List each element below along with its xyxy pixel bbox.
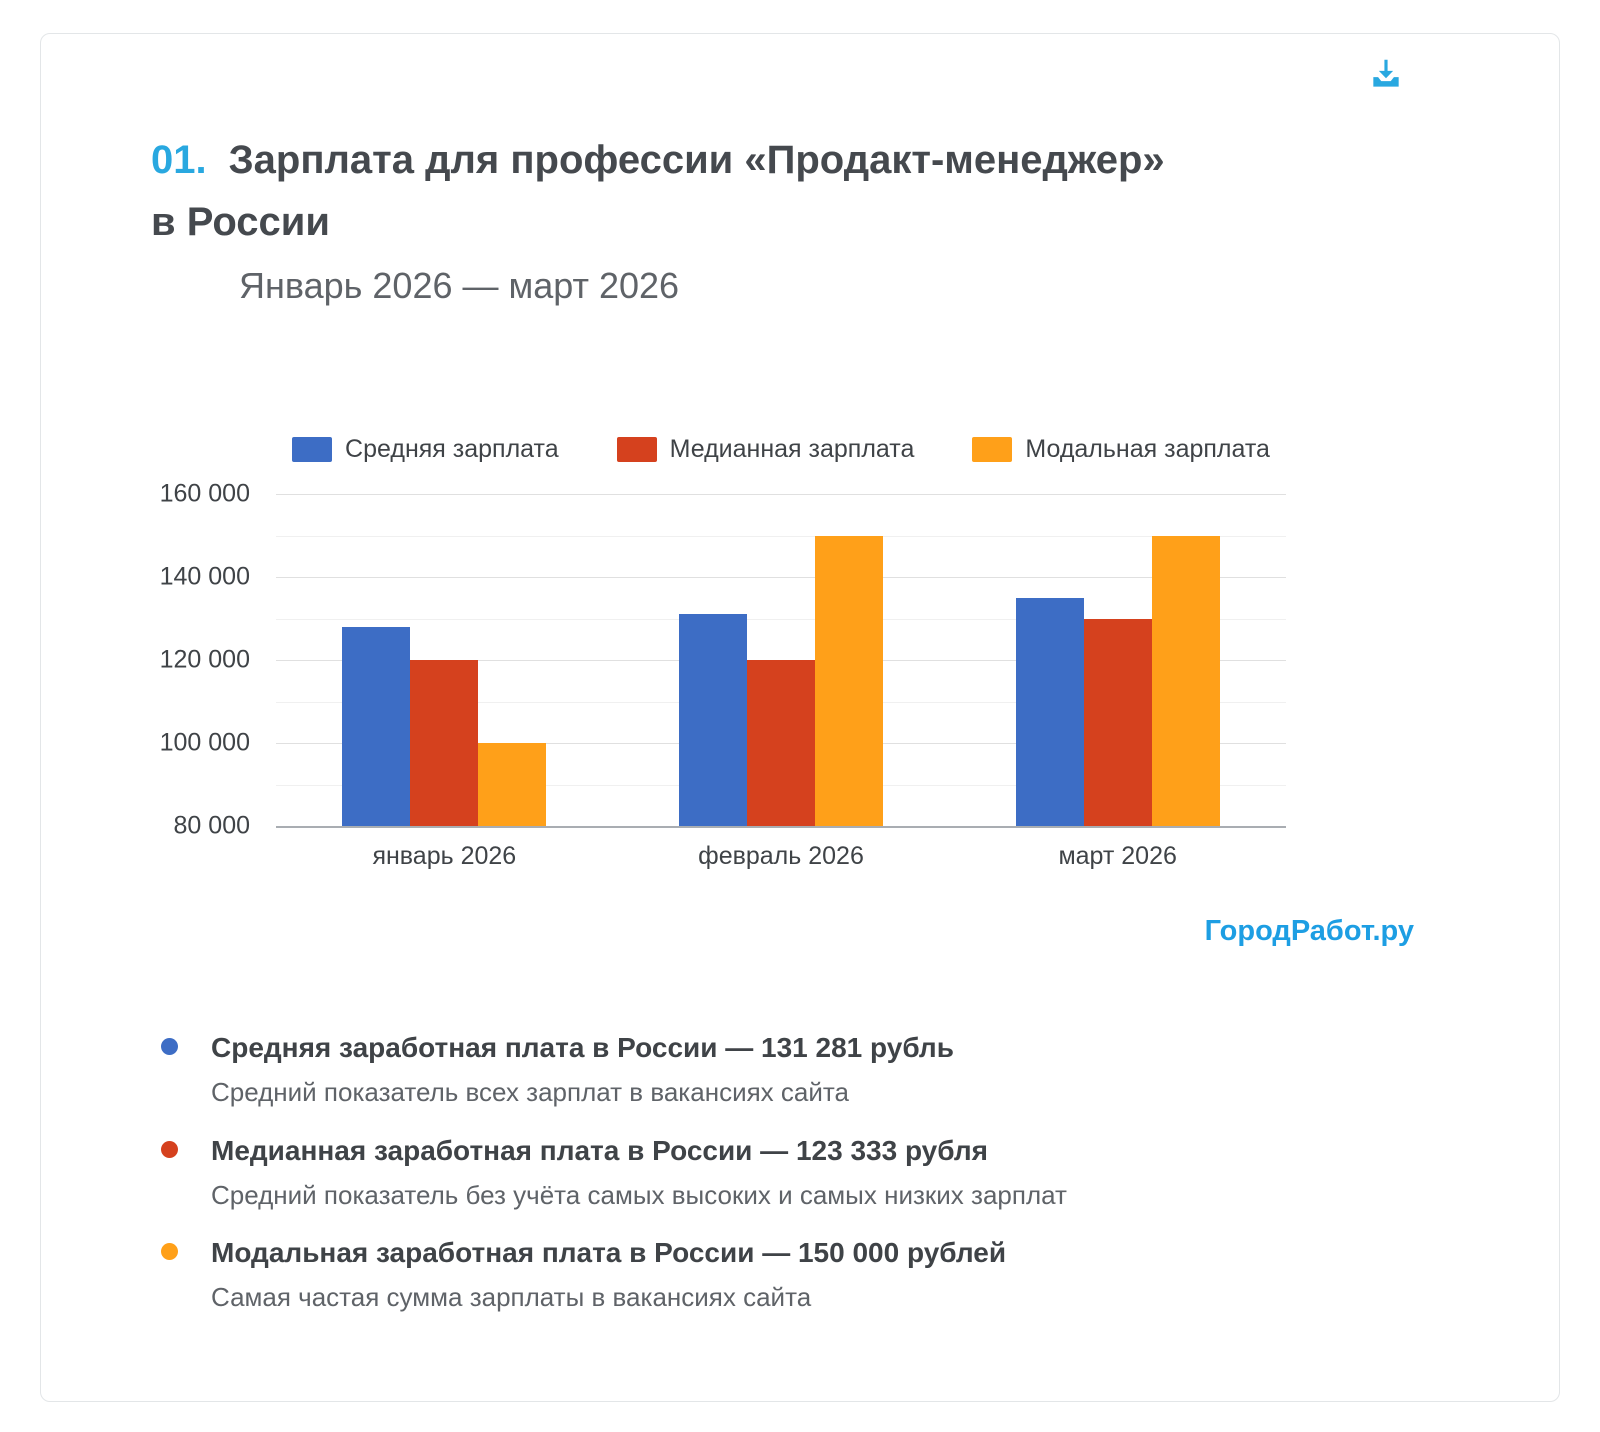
bar-mode-3[interactable] xyxy=(1151,535,1220,826)
y-axis-label: 100 000 xyxy=(159,728,250,757)
salary-bar-chart: Средняя зарплата Медианная зарплата Модаль… xyxy=(41,435,1559,948)
note-bullet-icon xyxy=(161,1038,178,1055)
note-bullet-icon xyxy=(161,1140,178,1158)
bar-median-1[interactable] xyxy=(410,660,479,826)
legend-label: Медианная зарплата xyxy=(669,435,915,463)
plot-area: 80 000 100 000 120 000 140 000 160 000 xyxy=(160,480,1286,840)
legend-item-mode[interactable]: Модальная зарплата xyxy=(972,435,1270,464)
bar-groups xyxy=(276,494,1286,826)
gridline xyxy=(276,535,1286,537)
section-number: 01. xyxy=(151,138,207,182)
gridline xyxy=(276,494,1286,495)
note-title: Средняя заработная плата в России — 131 … xyxy=(211,1032,954,1063)
page-title-text: Зарплата для профессии «Продакт-менеджер… xyxy=(228,138,1165,182)
x-axis-label: март 2026 xyxy=(1058,842,1177,870)
brand-area: ГородРабот.ру xyxy=(41,915,1414,948)
legend-item-average[interactable]: Средняя зарплата xyxy=(292,435,559,464)
legend-label: Модальная зарплата xyxy=(1025,435,1270,463)
x-axis-labels: январь 2026 февраль 2026 март 2026 xyxy=(276,842,1286,871)
y-axis-label: 120 000 xyxy=(159,645,250,674)
y-axis-label: 80 000 xyxy=(173,811,250,840)
x-axis-label: январь 2026 xyxy=(372,842,517,870)
bar-average-2[interactable] xyxy=(679,614,747,826)
legend-label: Средняя зарплата xyxy=(345,435,559,463)
note-average: Средняя заработная плата в России — 131 … xyxy=(161,1030,1559,1109)
page-title: 01. Зарплата для профессии «Продакт-менед… xyxy=(151,129,1559,191)
note-title: Модальная заработная плата в России — 15… xyxy=(211,1237,1007,1268)
bar-group-1 xyxy=(276,494,613,826)
y-axis-label: 160 000 xyxy=(159,479,250,508)
legend-swatch-icon xyxy=(292,437,333,462)
x-axis-line xyxy=(276,826,1286,828)
gridline xyxy=(276,618,1286,620)
report-header: 01. Зарплата для профессии «Продакт-менед… xyxy=(41,34,1559,307)
page-title-line2: в России xyxy=(151,200,330,244)
legend-swatch-icon xyxy=(616,437,657,462)
report-card: 01. Зарплата для профессии «Продакт-менед… xyxy=(40,33,1560,1402)
bar-median-2[interactable] xyxy=(747,660,815,826)
legend-item-median[interactable]: Медианная зарплата xyxy=(616,435,915,464)
x-axis-label: февраль 2026 xyxy=(698,842,864,870)
chart-legend: Средняя зарплата Медианная зарплата Модаль… xyxy=(276,435,1286,464)
download-icon xyxy=(1367,55,1411,93)
bar-group-3 xyxy=(949,494,1286,826)
bar-group-2 xyxy=(613,494,950,826)
note-title: Медианная заработная плата в России — 12… xyxy=(211,1134,988,1166)
bar-average-3[interactable] xyxy=(1015,597,1084,826)
legend-swatch-icon xyxy=(972,437,1013,462)
bar-mode-2[interactable] xyxy=(815,535,883,826)
brand-link[interactable]: ГородРабот.ру xyxy=(1204,915,1414,947)
note-description: Средний показатель без учёта самых высок… xyxy=(211,1179,1067,1210)
note-description: Средний показатель всех зарплат в ваканс… xyxy=(211,1077,849,1107)
date-range-subtitle: Январь 2026 — март 2026 xyxy=(239,265,680,306)
note-description: Самая частая сумма зарплаты в вакансиях … xyxy=(211,1282,812,1312)
note-text: Медианная заработная плата в России — 12… xyxy=(211,1133,1067,1212)
note-mode: Модальная заработная плата в России — 15… xyxy=(161,1235,1559,1314)
note-median: Медианная заработная плата в России — 12… xyxy=(161,1133,1559,1212)
note-bullet-icon xyxy=(161,1243,178,1260)
footer-notes: Средняя заработная плата в России — 131 … xyxy=(161,1030,1559,1314)
bar-median-3[interactable] xyxy=(1083,618,1152,826)
download-button[interactable] xyxy=(1367,52,1411,96)
bar-mode-1[interactable] xyxy=(478,743,547,826)
note-text: Средняя заработная плата в России — 131 … xyxy=(211,1030,954,1109)
y-axis-label: 140 000 xyxy=(159,562,250,591)
note-text: Модальная заработная плата в России — 15… xyxy=(211,1235,1006,1314)
gridline xyxy=(276,577,1286,578)
bar-average-1[interactable] xyxy=(342,626,411,826)
